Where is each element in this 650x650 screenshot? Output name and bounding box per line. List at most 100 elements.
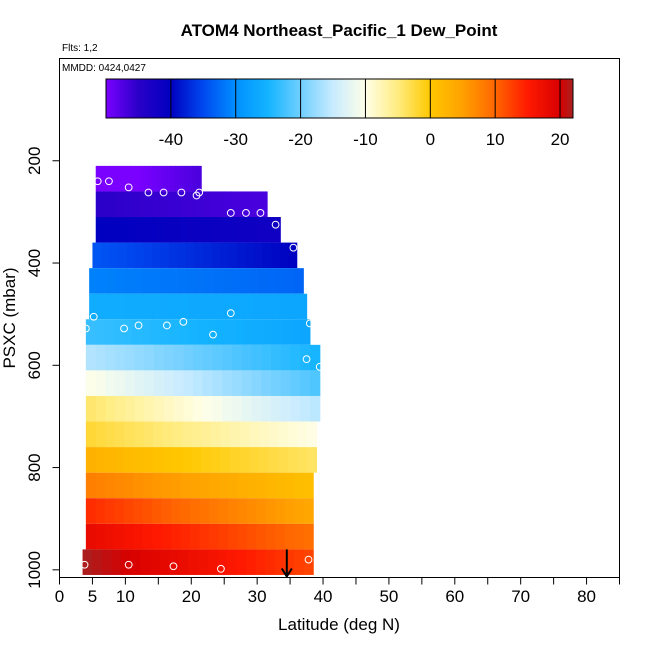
heatmap-cell [262, 242, 272, 269]
heatmap-cell [85, 523, 96, 550]
heatmap-cell [124, 370, 136, 396]
colorbar-gradient [105, 78, 574, 119]
sample-point [271, 220, 280, 229]
heatmap-cell [234, 217, 243, 243]
heatmap-cell [149, 217, 158, 243]
heatmap-cell [199, 523, 210, 550]
heatmap-cell [154, 395, 165, 422]
heatmap-cell [173, 344, 184, 371]
heatmap-cell [287, 447, 298, 473]
heatmap-cell [159, 549, 170, 575]
heatmap-cell [124, 268, 135, 294]
heatmap-cell [105, 447, 116, 473]
heatmap-cell [160, 268, 171, 294]
heatmap-cell [271, 344, 282, 371]
heatmap-cell [202, 191, 211, 218]
heatmap-cell [124, 191, 133, 218]
heatmap-cell [163, 344, 175, 371]
heatmap-cell [199, 472, 210, 499]
sample-point [124, 560, 133, 569]
x-tick-label: 70 [511, 587, 530, 606]
heatmap-cell [95, 498, 106, 524]
heatmap-cell [113, 319, 124, 345]
heatmap-cell [85, 447, 97, 473]
heatmap-cell [220, 421, 231, 448]
sample-point [305, 319, 314, 328]
sample-point [179, 317, 188, 326]
heatmap-cell [225, 293, 235, 320]
heatmap-cell [154, 370, 165, 396]
sample-point [217, 564, 225, 573]
heatmap-cell [280, 395, 292, 422]
heatmap-cell [195, 191, 204, 218]
heatmap-cell [95, 370, 106, 396]
heatmap-cell [222, 370, 233, 396]
sample-point [124, 183, 133, 192]
heatmap-cell [229, 421, 241, 448]
heatmap-cell [261, 344, 272, 371]
heatmap-cell [106, 268, 117, 294]
arrow-head [280, 567, 293, 579]
flights-label: Flts: 1,2 [62, 43, 98, 54]
colorbar-tick-labels: -40 -30 -20 -10 0 10 20 [159, 130, 570, 149]
heatmap-cell [85, 421, 97, 448]
heatmap-cell [105, 421, 116, 448]
heatmap-cell [303, 498, 314, 524]
heatmap-cell [287, 421, 298, 448]
heatmap-cell [281, 319, 292, 345]
heatmap-cell [183, 165, 189, 192]
heatmap-cell [256, 498, 267, 524]
heatmap-cell [256, 523, 267, 550]
heatmap-cell [188, 191, 197, 218]
heatmap-cell [134, 370, 145, 396]
heatmap-cell [208, 523, 220, 550]
heatmap-cell [294, 523, 305, 550]
heatmap-cell [145, 191, 154, 218]
heatmap-cell [114, 523, 125, 550]
sample-point [159, 188, 168, 197]
heatmap-cell [181, 421, 193, 448]
heatmap-cell [261, 395, 272, 422]
heatmap-cell [133, 421, 145, 448]
heatmap-cell [143, 421, 154, 448]
heatmap-cell [236, 549, 247, 575]
heatmap-cell [126, 242, 136, 269]
heatmap-cell [249, 421, 260, 448]
heatmap-cell [123, 319, 134, 345]
heatmap-cell [85, 395, 97, 422]
heatmap-cell [190, 472, 201, 499]
heatmap-cell [181, 447, 193, 473]
heatmap-cell [178, 549, 189, 575]
heatmap-cell [104, 472, 115, 499]
heatmap-cell [180, 523, 191, 550]
heatmap-cell [194, 242, 204, 269]
heatmap-cell [169, 242, 179, 269]
heatmap-cell [199, 498, 210, 524]
heatmap-cell [253, 319, 264, 345]
heatmap-cell [179, 165, 185, 192]
heatmap-cell [152, 498, 163, 524]
sample-point [93, 177, 102, 186]
colorbar-tick-lines [170, 79, 561, 118]
heatmap-cell [161, 498, 172, 524]
plot-frame [59, 58, 620, 578]
heatmap-cell [105, 344, 116, 371]
heatmap-cell [224, 191, 232, 218]
heatmap-cell [187, 217, 197, 243]
heatmap-cell [113, 165, 119, 192]
heatmap-cell [197, 293, 208, 320]
heatmap-cell [220, 447, 231, 473]
heatmap-cell [270, 293, 280, 320]
heatmap-cell [144, 165, 150, 192]
heatmap-cell [265, 498, 276, 524]
heatmap-cell [163, 395, 175, 422]
heatmap-cell [117, 165, 123, 192]
heatmap-cell [180, 217, 189, 243]
heatmap-cell [214, 268, 224, 294]
sample-point [134, 321, 143, 330]
heatmap-cell [278, 447, 289, 473]
sample-point [195, 188, 204, 197]
heatmap-cell [218, 217, 228, 243]
heatmap-cell [251, 395, 262, 422]
heatmap-cell [157, 217, 166, 243]
